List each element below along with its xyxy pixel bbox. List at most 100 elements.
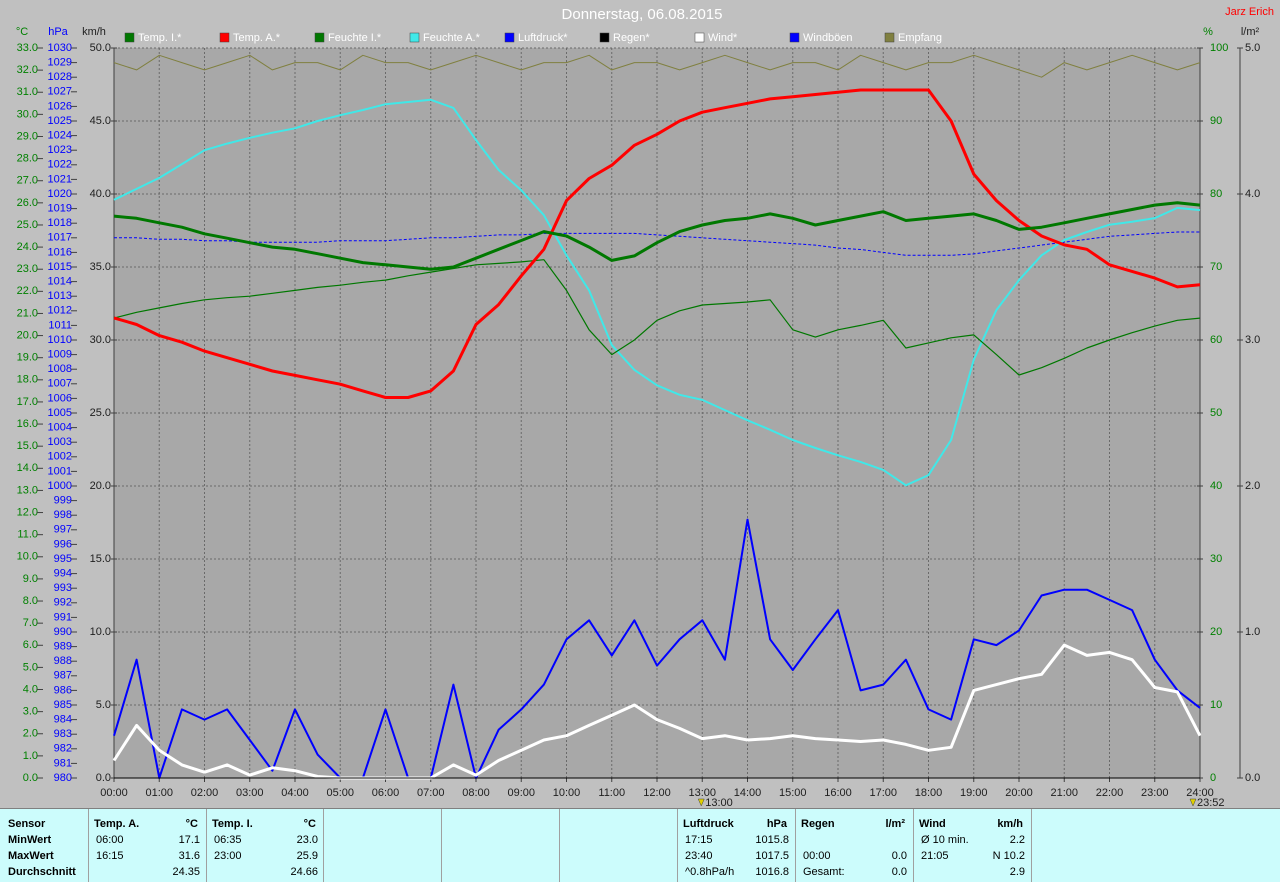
y-tick-label: 17.0 [17, 396, 38, 408]
axis-title: % [1203, 26, 1213, 38]
y-tick-label: 982 [54, 743, 72, 755]
y-tick-label: 986 [54, 684, 72, 696]
y-tick-label: 989 [54, 641, 72, 653]
y-tick-label: 4.0 [23, 683, 38, 695]
legend-swatch [789, 32, 800, 43]
table-cell: km/h [997, 818, 1023, 830]
table-cell: 17:15 [685, 834, 713, 846]
x-tick-label: 15:00 [779, 787, 807, 799]
x-tick-label: 19:00 [960, 787, 988, 799]
y-tick-label: 1012 [48, 305, 72, 317]
summary-table: Sensor MinWert MaxWert Durchschnitt Temp. A… [0, 808, 1280, 882]
axis-title: hPa [48, 26, 68, 38]
legend-label: Luftdruck* [518, 32, 568, 44]
y-tick-label: 10 [1210, 699, 1222, 711]
table-cell: 16:15 [96, 850, 124, 862]
y-tick-label: 980 [54, 772, 72, 784]
y-tick-label: 16.0 [17, 418, 38, 430]
y-tick-label: 21.0 [17, 307, 38, 319]
table-cell: Temp. I. [212, 818, 253, 830]
y-tick-label: 1030 [48, 42, 72, 54]
column-divider [913, 809, 914, 882]
y-tick-label: 998 [54, 509, 72, 521]
y-tick-label: 26.0 [17, 197, 38, 209]
y-tick-label: 1015 [48, 261, 72, 273]
y-tick-label: 10.0 [90, 626, 111, 638]
y-tick-label: 5.0 [23, 661, 38, 673]
y-tick-label: 1.0 [1245, 626, 1260, 638]
y-tick-label: 20.0 [90, 480, 111, 492]
table-cell: 25.9 [296, 850, 318, 862]
x-tick-label: 24:00 [1186, 787, 1214, 799]
table-cell: 24.35 [172, 866, 200, 878]
annotation-marker [1189, 798, 1197, 807]
legend-label: Feuchte A.* [423, 32, 481, 44]
y-tick-label: 1019 [48, 203, 72, 215]
table-cell: Wind [919, 818, 946, 830]
x-tick-label: 05:00 [326, 787, 354, 799]
y-tick-label: 1016 [48, 246, 72, 258]
table-cell: Luftdruck [683, 818, 734, 830]
table-cell: 2.9 [1009, 866, 1025, 878]
column-divider [88, 809, 89, 882]
x-tick-label: 20:00 [1005, 787, 1033, 799]
column-divider [323, 809, 324, 882]
x-tick-label: 21:00 [1050, 787, 1078, 799]
y-tick-label: 987 [54, 670, 72, 682]
y-tick-label: 999 [54, 495, 72, 507]
y-tick-label: 20 [1210, 626, 1222, 638]
table-cell: 23.0 [296, 834, 318, 846]
table-cell: Regen [801, 818, 835, 830]
y-tick-label: 983 [54, 728, 72, 740]
table-cell: 1016.8 [755, 866, 789, 878]
x-tick-label: 03:00 [236, 787, 264, 799]
annotation: 13:00 [705, 797, 733, 808]
y-tick-label: 1025 [48, 115, 72, 127]
table-cell: 06:00 [96, 834, 124, 846]
y-tick-label: 4.0 [1245, 188, 1260, 200]
x-tick-label: 08:00 [462, 787, 490, 799]
y-tick-label: 1027 [48, 86, 72, 98]
y-tick-label: 0 [1210, 772, 1216, 784]
y-tick-label: 5.0 [1245, 42, 1260, 54]
legend-swatch [409, 32, 420, 43]
y-tick-label: 1022 [48, 159, 72, 171]
y-tick-label: 991 [54, 611, 72, 623]
table-cell: MaxWert [8, 850, 54, 862]
table-cell: Temp. A. [94, 818, 140, 830]
table-cell: 24.66 [290, 866, 318, 878]
table-cell: Durchschnitt [8, 866, 76, 878]
y-tick-label: 40 [1210, 480, 1222, 492]
y-tick-label: 32.0 [17, 64, 38, 76]
table-cell: 06:35 [214, 834, 242, 846]
x-tick-label: 01:00 [145, 787, 173, 799]
series-line [113, 201, 1201, 271]
y-tick-label: 60 [1210, 334, 1222, 346]
y-tick-label: 1000 [48, 480, 72, 492]
y-tick-label: 90 [1210, 115, 1222, 127]
y-tick-label: 1.0 [23, 750, 38, 762]
y-tick-label: 25.0 [90, 407, 111, 419]
y-tick-label: 1011 [48, 319, 72, 331]
y-tick-label: 80 [1210, 188, 1222, 200]
table-cell: 1017.5 [755, 850, 789, 862]
table-cell: 1015.8 [755, 834, 789, 846]
x-tick-label: 17:00 [869, 787, 897, 799]
series-line [114, 231, 1200, 256]
y-tick-label: 22.0 [17, 285, 38, 297]
axis-title: l/m² [1241, 26, 1260, 38]
series-line [113, 98, 1201, 487]
y-tick-label: 1029 [48, 57, 72, 69]
x-tick-label: 23:00 [1141, 787, 1169, 799]
table-cell: l/m² [885, 818, 905, 830]
table-cell: 17.1 [178, 834, 200, 846]
axis-title: km/h [82, 26, 106, 38]
table-cell: Ø 10 min. [921, 834, 969, 846]
y-tick-label: 2.0 [1245, 480, 1260, 492]
x-tick-label: 02:00 [191, 787, 219, 799]
annotation: 23:52 [1197, 797, 1225, 808]
y-tick-label: 997 [54, 524, 72, 536]
column-divider [559, 809, 560, 882]
y-tick-label: 50 [1210, 407, 1222, 419]
